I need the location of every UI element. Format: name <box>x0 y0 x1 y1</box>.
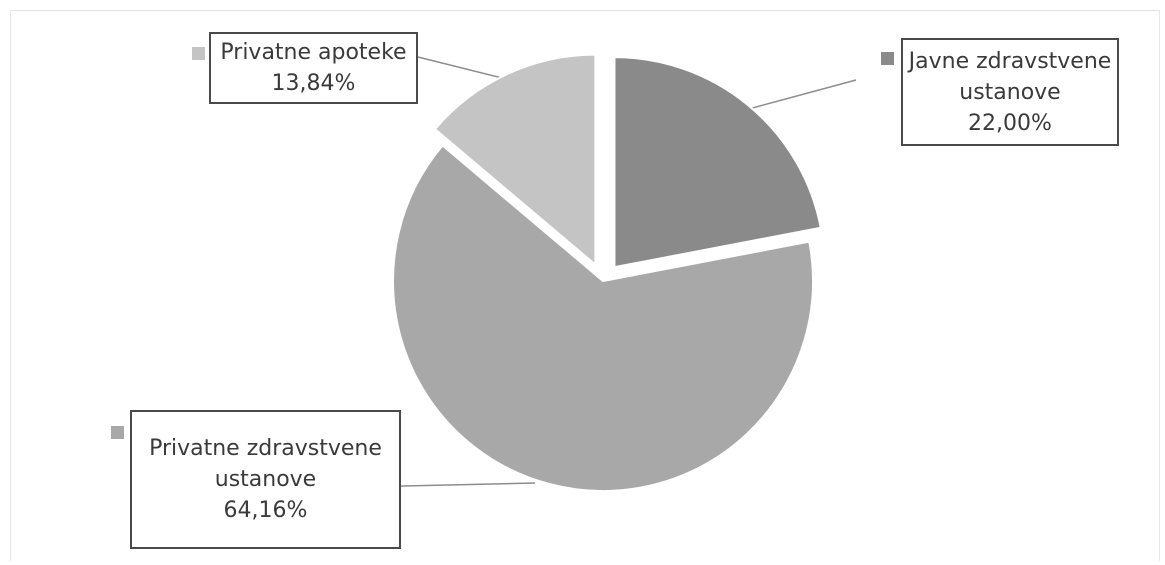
label-value: 64,16% <box>223 498 308 523</box>
label-line-2: ustanove <box>959 79 1061 105</box>
legend-marker-privatne-zdravstvene-ustanove <box>111 426 124 439</box>
pie-slice-privatne-zdravstvene-ustanove <box>392 144 814 492</box>
data-label-javne-zdravstvene-ustanove: Javne zdravstvene ustanove 22,00% <box>901 38 1119 146</box>
pie-slice-javne-zdravstvene-ustanove <box>613 56 822 269</box>
legend-marker-javne-zdravstvene-ustanove <box>881 52 894 65</box>
label-line-1: Privatne apoteke <box>220 40 407 65</box>
data-label-privatne-apoteke: Privatne apoteke 13,84% <box>209 32 418 104</box>
label-value: 22,00% <box>968 110 1052 136</box>
label-line-1: Privatne zdravstvene <box>149 436 382 461</box>
label-line-1: Javne zdravstvene <box>908 48 1112 74</box>
chart-frame <box>10 10 1160 561</box>
label-line-2: ustanove <box>214 467 317 492</box>
data-label-privatne-zdravstvene-ustanove: Privatne zdravstvene ustanove 64,16% <box>130 410 401 549</box>
leader-line-privatne-apoteke <box>417 56 510 81</box>
legend-marker-privatne-apoteke <box>192 47 205 60</box>
pie-slice-privatne-apoteke <box>433 53 597 267</box>
pie-slices <box>392 53 822 492</box>
label-value: 13,84% <box>271 71 356 96</box>
leader-line-javne-zdravstvene-ustanove <box>744 79 857 111</box>
